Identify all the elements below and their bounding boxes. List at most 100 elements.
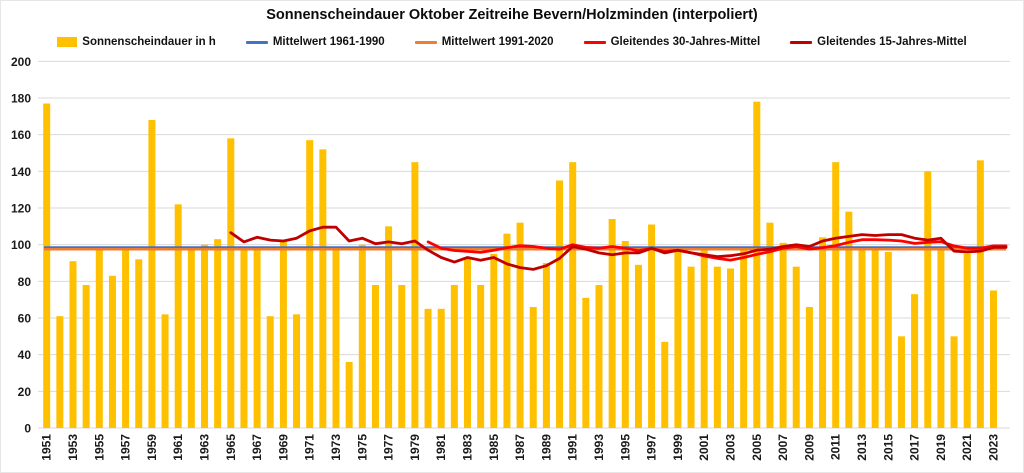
bar-1974 bbox=[345, 361, 353, 428]
bar-2003 bbox=[727, 268, 734, 428]
y-axis-tick-label: 40 bbox=[18, 348, 32, 362]
bar-1996 bbox=[634, 264, 642, 428]
bar-1959 bbox=[148, 119, 156, 429]
y-axis-tick-label: 200 bbox=[11, 55, 31, 69]
legend-item-sonnenscheindauer: Sonnenscheindauer in h bbox=[57, 36, 216, 48]
bar-2014 bbox=[871, 248, 879, 428]
legend-item-mittelwert-1991-2020: Mittelwert 1991-2020 bbox=[414, 36, 554, 48]
bar-1978 bbox=[398, 284, 406, 428]
bar-1955 bbox=[95, 248, 103, 428]
x-axis-tick-label: 1989 bbox=[539, 434, 553, 461]
x-axis-tick-label: 1987 bbox=[513, 434, 527, 461]
bar-1973 bbox=[332, 246, 340, 428]
x-axis-tick-label: 2007 bbox=[776, 434, 790, 461]
x-axis-tick-label: 1953 bbox=[66, 434, 80, 461]
legend-line-blue-icon bbox=[245, 40, 268, 44]
bar-1998 bbox=[661, 341, 669, 428]
bar-1979 bbox=[411, 162, 419, 428]
bar-1994 bbox=[608, 218, 616, 428]
x-axis-tick-label: 1975 bbox=[355, 434, 369, 461]
bar-1951 bbox=[43, 103, 51, 429]
x-axis-tick-label: 1957 bbox=[119, 434, 133, 461]
legend-item-mittelwert-1961-1990: Mittelwert 1961-1990 bbox=[245, 36, 385, 48]
x-axis-tick-label: 2017 bbox=[908, 434, 922, 461]
y-axis-tick-label: 120 bbox=[11, 201, 31, 215]
y-axis-tick-label: 80 bbox=[18, 275, 32, 289]
legend-item-gleitendes-15-jahres-mittel: Gleitendes 15-Jahres-Mittel bbox=[790, 36, 967, 48]
bar-2021 bbox=[963, 253, 971, 428]
x-axis-tick-label: 2013 bbox=[855, 434, 869, 461]
bar-1989 bbox=[542, 262, 550, 428]
x-axis-tick-label: 1959 bbox=[145, 434, 159, 461]
bar-1956 bbox=[108, 275, 116, 428]
bar-2000 bbox=[687, 266, 695, 428]
bar-1970 bbox=[293, 314, 301, 428]
x-axis-tick-label: 1951 bbox=[40, 434, 54, 461]
bar-2011 bbox=[832, 162, 840, 428]
x-axis-tick-label: 1973 bbox=[329, 434, 343, 461]
x-axis-tick-label: 1979 bbox=[408, 434, 422, 461]
legend-line-red-icon bbox=[583, 40, 606, 44]
legend-label: Mittelwert 1991-2020 bbox=[441, 36, 554, 48]
y-axis-tick-label: 140 bbox=[11, 165, 31, 179]
bar-1952 bbox=[56, 316, 64, 428]
bar-1965 bbox=[227, 138, 235, 429]
bar-2008 bbox=[792, 266, 800, 428]
bar-1954 bbox=[82, 284, 90, 428]
bar-1985 bbox=[490, 253, 498, 428]
x-axis-tick-label: 2011 bbox=[829, 434, 843, 460]
x-axis-tick-label: 1967 bbox=[250, 434, 264, 461]
legend-label: Sonnenscheindauer in h bbox=[82, 36, 216, 48]
x-axis-tick-label: 1993 bbox=[592, 434, 606, 461]
y-axis-tick-label: 160 bbox=[11, 128, 31, 142]
bar-1997 bbox=[648, 224, 656, 428]
bar-2019 bbox=[937, 248, 945, 428]
bar-1962 bbox=[187, 248, 195, 428]
x-axis-tick-label: 1999 bbox=[671, 434, 685, 461]
bar-2004 bbox=[740, 250, 748, 428]
legend-swatch-bar-icon bbox=[57, 37, 78, 47]
legend-item-gleitendes-30-jahres-mittel: Gleitendes 30-Jahres-Mittel bbox=[583, 36, 760, 48]
bar-2020 bbox=[950, 336, 958, 428]
bar-1958 bbox=[135, 259, 143, 428]
bar-1992 bbox=[582, 297, 590, 428]
x-axis-tick-label: 1991 bbox=[566, 434, 580, 461]
bar-1990 bbox=[556, 180, 564, 428]
line-gleitendes-15-jahres-mittel bbox=[229, 225, 1008, 271]
bar-1995 bbox=[621, 240, 629, 428]
bar-1982 bbox=[450, 284, 458, 428]
bar-2023 bbox=[990, 290, 997, 428]
legend-label: Mittelwert 1961-1990 bbox=[272, 36, 385, 48]
x-axis-tick-label: 2005 bbox=[750, 434, 764, 461]
bar-1971 bbox=[306, 140, 314, 428]
bar-1961 bbox=[174, 204, 182, 428]
bar-2007 bbox=[779, 242, 787, 428]
bar-2010 bbox=[819, 237, 827, 428]
x-axis-tick-label: 1983 bbox=[461, 434, 475, 461]
legend: Sonnenscheindauer in h Mittelwert 1961-1… bbox=[0, 34, 1024, 50]
bar-1957 bbox=[122, 248, 130, 428]
bar-1991 bbox=[569, 162, 577, 428]
line-gleitendes-30-jahres-mittel bbox=[426, 238, 1008, 262]
bar-1964 bbox=[214, 239, 222, 428]
bar-2001 bbox=[700, 248, 708, 428]
bar-1993 bbox=[595, 284, 603, 428]
bar-1976 bbox=[371, 284, 379, 428]
x-axis-tick-label: 2019 bbox=[934, 434, 948, 461]
y-axis-tick-label: 20 bbox=[18, 385, 32, 399]
x-axis-tick-label: 1955 bbox=[92, 434, 106, 461]
bar-1953 bbox=[69, 261, 77, 428]
bar-1983 bbox=[464, 257, 471, 428]
x-axis-tick-label: 2009 bbox=[802, 434, 816, 461]
bar-2002 bbox=[713, 266, 721, 428]
bar-1963 bbox=[201, 244, 208, 428]
bar-2018 bbox=[924, 171, 932, 428]
y-axis-tick-label: 100 bbox=[11, 238, 31, 252]
bar-1960 bbox=[161, 314, 169, 428]
x-axis-tick-label: 1977 bbox=[382, 434, 396, 461]
bar-1980 bbox=[424, 308, 432, 428]
bar-2013 bbox=[858, 248, 866, 428]
x-axis-tick-label: 1981 bbox=[434, 434, 448, 461]
x-axis-tick-label: 1963 bbox=[198, 434, 212, 461]
